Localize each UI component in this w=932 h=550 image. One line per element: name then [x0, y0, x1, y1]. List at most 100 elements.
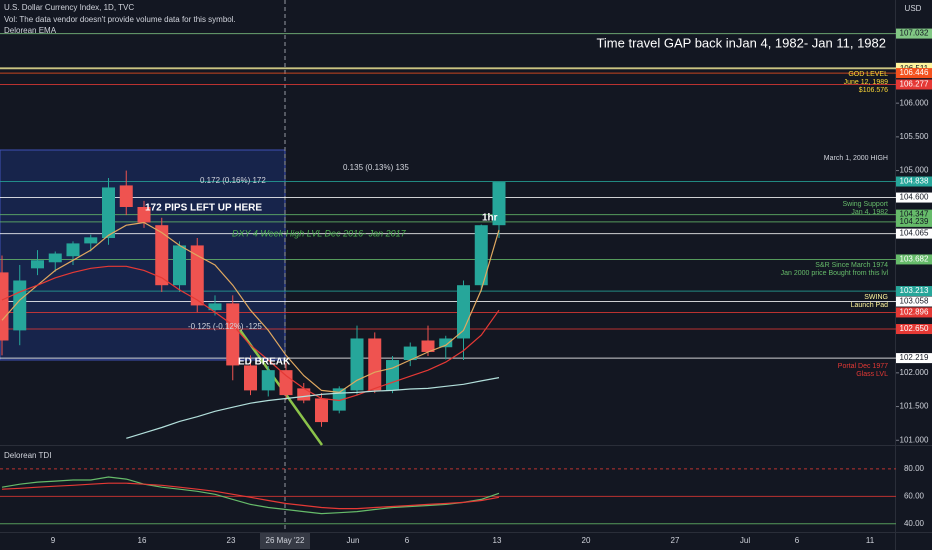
annotation: S&R Since March 1974 — [815, 262, 888, 269]
candle-body — [84, 237, 98, 244]
price-tag-label: 106.446 — [900, 68, 929, 77]
price-tag — [896, 192, 932, 203]
price-tag-label: 104.600 — [900, 193, 929, 202]
ema-line — [126, 377, 500, 439]
y-tick-label: 60.00 — [904, 491, 925, 500]
annotation: GOD LEVEL — [848, 71, 888, 78]
measure-label: 0.135 (0.13%) 135 — [343, 163, 409, 172]
price-tag-label: 102.650 — [900, 324, 929, 333]
candle-body — [137, 206, 151, 223]
candle-body — [208, 303, 222, 311]
price-tag-label: 103.213 — [900, 286, 929, 295]
price-tag-label: 103.682 — [900, 255, 929, 264]
annotation: Time travel GAP back inJan 4, 1982- Jan … — [596, 35, 886, 50]
candle-body — [226, 303, 240, 366]
price-tag-label: 104.065 — [900, 229, 929, 238]
price-tag — [896, 324, 932, 335]
ema-line — [1, 221, 500, 394]
price-tag — [896, 254, 932, 265]
chart-title: U.S. Dollar Currency Index, 1D, TVC — [4, 3, 134, 12]
annotation: $106.576 — [859, 87, 888, 94]
measure-label: 0.172 (0.16%) 172 — [200, 176, 266, 185]
candle-body — [48, 253, 62, 263]
candle-body — [261, 370, 275, 391]
candle-body — [0, 272, 9, 341]
x-tick-label: 11 — [866, 536, 875, 545]
measure-label: -0.125 (-0.12%) -125 — [188, 322, 262, 331]
candle-body — [368, 338, 382, 391]
candle-body — [119, 185, 133, 207]
candle-body — [403, 346, 417, 361]
price-tag-label: 104.838 — [900, 177, 929, 186]
candle-body — [31, 260, 44, 269]
candle-body — [421, 340, 435, 352]
x-tick-label: 20 — [582, 536, 591, 545]
annotation: DXY 4 Week High LVL Dec 2016- Jan 2017 — [232, 228, 407, 238]
annotation: Swing Support — [842, 201, 888, 208]
marks — [0, 33, 899, 525]
indicator-name: Delorean EMA — [4, 26, 57, 35]
price-tag — [896, 228, 932, 239]
annotation: 1hr — [482, 213, 498, 224]
y-tick-label: 106.000 — [900, 98, 929, 107]
x-tick-label: Jun — [347, 536, 360, 545]
candle-body — [173, 245, 186, 286]
price-tag — [896, 176, 932, 187]
candle-body — [297, 388, 311, 401]
y-tick-label: 105.500 — [900, 132, 929, 141]
y-tick-label: 80.00 — [904, 464, 925, 473]
candle-body — [350, 338, 364, 391]
price-tag — [896, 209, 932, 220]
candle-body — [492, 182, 506, 226]
annotation: 172 PIPS LEFT UP HERE — [145, 203, 262, 214]
price-tag-label: 104.347 — [900, 210, 929, 219]
candle-body — [279, 370, 293, 396]
annotation: Glass LVL — [856, 371, 888, 378]
candle-body — [102, 187, 115, 239]
annotation: Portal Dec 1977 — [838, 363, 888, 370]
x-tick-label: 16 — [138, 536, 147, 545]
price-tag-label: 103.058 — [900, 297, 929, 306]
annotation: Jan 4, 1982 — [851, 209, 888, 216]
price-tag — [896, 307, 932, 318]
price-tag — [896, 296, 932, 307]
price-tag — [896, 79, 932, 90]
price-tag-label: 107.032 — [900, 29, 929, 38]
price-tag — [896, 216, 932, 227]
candle-body — [457, 285, 470, 339]
annotation: March 1, 2000 HIGH — [824, 155, 888, 162]
price-tag — [896, 286, 932, 297]
price-tag — [896, 353, 932, 364]
candle-body — [386, 360, 399, 391]
y-tick-label: 101.500 — [900, 402, 929, 411]
tdi-line — [1, 476, 500, 515]
currency: USD — [905, 4, 922, 13]
candle-body — [439, 338, 453, 348]
candle-body — [155, 225, 169, 286]
candle-body — [244, 365, 257, 391]
y-tick-label: 40.00 — [904, 519, 925, 528]
x-tick-label: 23 — [227, 536, 236, 545]
tdi-title: Delorean TDI — [4, 451, 51, 460]
x-tick-label: Jul — [740, 536, 750, 545]
annotation: Launch Pad — [851, 302, 888, 309]
y-tick-label: 102.000 — [900, 368, 929, 377]
price-tag — [896, 68, 932, 79]
price-tag-label: 104.239 — [900, 217, 929, 226]
candle-body — [474, 225, 488, 286]
crosshair-label: 26 May '22 — [266, 536, 305, 545]
crosshair-tag — [260, 533, 310, 549]
price-tag-label: 106.277 — [900, 80, 929, 89]
candle-body — [66, 243, 80, 257]
candle-body — [315, 398, 328, 423]
subtitle: Vol: The data vendor doesn't provide vol… — [4, 15, 236, 24]
x-tick-label: 6 — [405, 536, 410, 545]
annotation: SWING — [864, 294, 888, 301]
price-tag — [896, 28, 932, 39]
x-tick-label: 6 — [795, 536, 800, 545]
annotation: June 12, 1989 — [844, 79, 888, 86]
price-tag-label: 102.219 — [900, 353, 929, 362]
price-tag-label: 102.896 — [900, 308, 929, 317]
tdi-line — [1, 482, 500, 510]
